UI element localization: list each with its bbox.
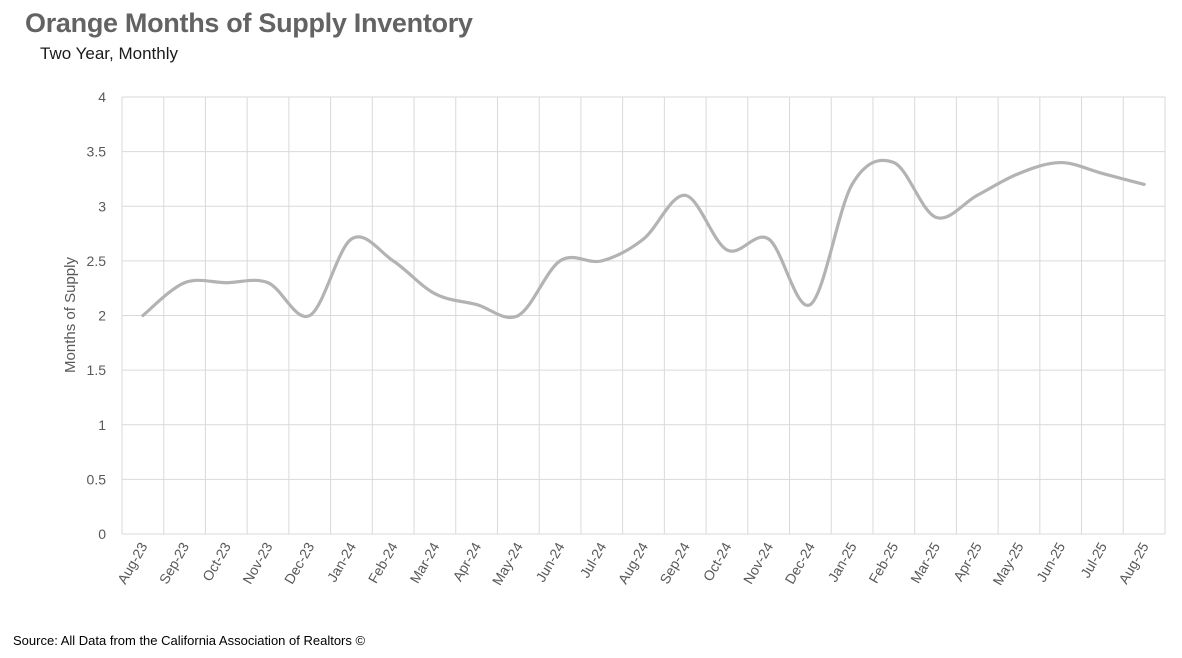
data-point [683, 193, 687, 197]
x-tick-label: Oct-24 [700, 539, 735, 584]
y-tick-label: 3.5 [87, 144, 107, 160]
x-tick-label: Jan-24 [324, 539, 359, 584]
series [141, 158, 1146, 319]
data-point [808, 303, 812, 307]
x-tick-label: Aug-25 [1115, 539, 1152, 586]
x-tick-label: Aug-24 [615, 539, 652, 586]
x-tick-label: Jan-25 [824, 539, 859, 584]
y-tick-label: 1.5 [87, 362, 107, 378]
data-point [558, 259, 562, 263]
x-tick-label: Mar-25 [907, 539, 943, 586]
data-point [725, 248, 729, 252]
data-point [892, 161, 896, 165]
data-point [850, 182, 854, 186]
data-point [934, 215, 938, 219]
x-tick-label: Feb-24 [365, 539, 401, 586]
x-tick-label: Dec-23 [281, 539, 318, 586]
y-axis-title: Months of Supply [62, 257, 79, 373]
data-point [308, 314, 312, 317]
data-point [1142, 182, 1146, 186]
data-point [266, 281, 270, 285]
x-tick-label: Feb-25 [865, 539, 901, 586]
data-point [475, 303, 479, 307]
x-tick-label: Dec-24 [782, 539, 819, 586]
data-point [975, 193, 979, 197]
x-tick-label: Jun-25 [1033, 539, 1068, 584]
x-tick-label: Oct-23 [199, 539, 234, 584]
x-tick-label: Sep-24 [656, 539, 693, 586]
data-point [516, 314, 520, 317]
x-axis-ticks: Aug-23 Sep-23 Oct-23 Nov-23 Dec-23 Jan-24 Feb-… [114, 539, 1152, 588]
y-tick-label: 1 [98, 417, 106, 433]
x-tick-label: Jun-24 [532, 539, 567, 584]
data-point [1059, 161, 1063, 165]
grid [121, 96, 1166, 535]
series-line [141, 158, 1146, 319]
y-tick-label: 3 [98, 198, 106, 214]
x-tick-label: May-24 [489, 539, 526, 588]
data-point [224, 281, 228, 285]
data-point [767, 237, 771, 241]
data-point [141, 314, 145, 317]
y-tick-label: 2 [98, 308, 106, 324]
x-tick-label: Nov-23 [239, 539, 276, 586]
y-tick-label: 4 [98, 89, 106, 105]
y-axis-ticks: 0 0.5 1 1.5 2 2.5 3 3.5 4 [87, 89, 107, 542]
data-point [642, 237, 645, 241]
x-tick-label: Jul-24 [576, 539, 609, 580]
y-tick-label: 0.5 [87, 471, 107, 487]
data-point [183, 281, 187, 285]
data-point [1100, 171, 1104, 175]
x-tick-label: Apr-25 [950, 539, 985, 584]
data-point [349, 237, 353, 241]
x-tick-label: May-25 [989, 539, 1026, 588]
data-point [433, 292, 437, 296]
x-tick-label: Apr-24 [449, 539, 484, 584]
y-tick-label: 2.5 [87, 253, 107, 269]
data-point [391, 259, 395, 263]
y-tick-label: 0 [98, 526, 106, 542]
x-tick-label: Sep-23 [156, 539, 193, 586]
chart-subtitle: Two Year, Monthly [40, 44, 178, 63]
x-tick-label: Mar-24 [406, 539, 442, 586]
data-point [600, 259, 604, 263]
chart-title: Orange Months of Supply Inventory [25, 8, 473, 38]
x-tick-label: Jul-25 [1077, 539, 1110, 580]
x-tick-label: Nov-24 [740, 539, 777, 586]
source-note: Source: All Data from the California Ass… [13, 633, 366, 648]
x-tick-label: Aug-23 [114, 539, 151, 586]
data-point [1017, 171, 1021, 175]
